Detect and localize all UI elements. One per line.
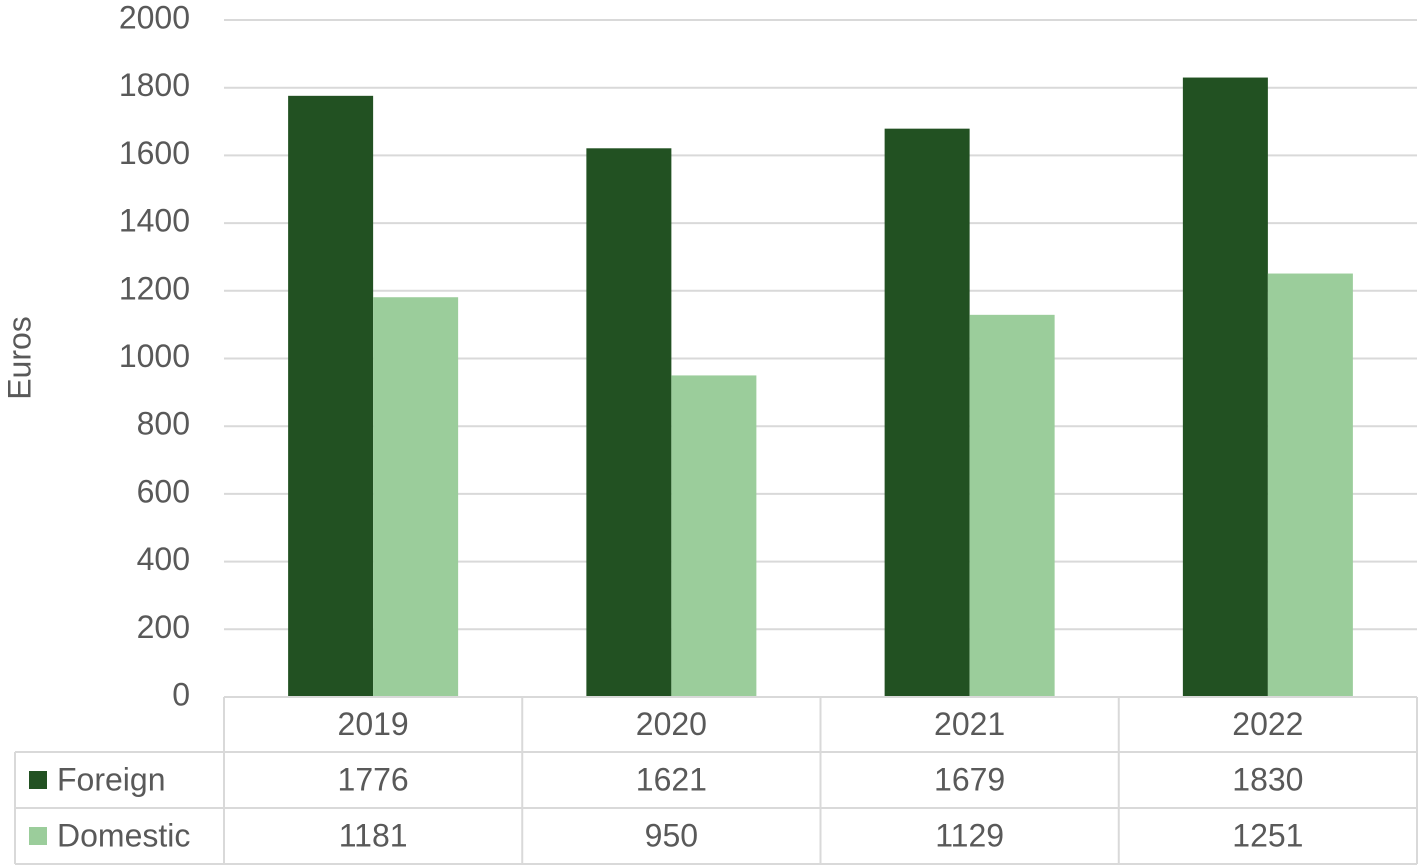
bar	[288, 95, 374, 698]
y-tick-label: 200	[137, 609, 190, 645]
y-tick-label: 1600	[119, 135, 190, 171]
table-value: 1181	[339, 817, 408, 853]
bar	[1267, 273, 1353, 697]
x-tick-label: 2020	[636, 706, 707, 742]
x-tick-label: 2019	[338, 706, 409, 742]
bar	[1182, 77, 1268, 698]
y-tick-label: 0	[172, 676, 190, 712]
bar	[884, 128, 970, 697]
table-value: 1621	[636, 761, 707, 797]
table-value: 1251	[1232, 817, 1303, 853]
x-tick-label: 2021	[934, 706, 1005, 742]
y-tick-label: 800	[137, 406, 190, 442]
y-tick-label: 1800	[119, 67, 190, 103]
legend-label: Domestic	[57, 817, 190, 853]
y-axis-label: Euros	[1, 316, 37, 400]
bar	[586, 148, 672, 697]
table-value: 1776	[338, 761, 409, 797]
table-value: 950	[645, 817, 698, 853]
y-tick-label: 1200	[119, 270, 190, 306]
table-value: 1129	[935, 817, 1004, 853]
y-tick-label: 400	[137, 541, 190, 577]
table-value: 1830	[1232, 761, 1303, 797]
bar	[671, 375, 757, 697]
y-tick-label: 2000	[119, 0, 190, 35]
bar	[969, 314, 1055, 697]
y-tick-label: 1400	[119, 203, 190, 239]
table-value: 1679	[934, 761, 1005, 797]
legend-key	[29, 827, 47, 845]
legend-label: Foreign	[57, 761, 166, 797]
y-tick-label: 1000	[119, 338, 190, 374]
bar	[373, 297, 459, 697]
x-tick-label: 2022	[1232, 706, 1303, 742]
y-tick-label: 600	[137, 473, 190, 509]
legend-key	[29, 771, 47, 789]
